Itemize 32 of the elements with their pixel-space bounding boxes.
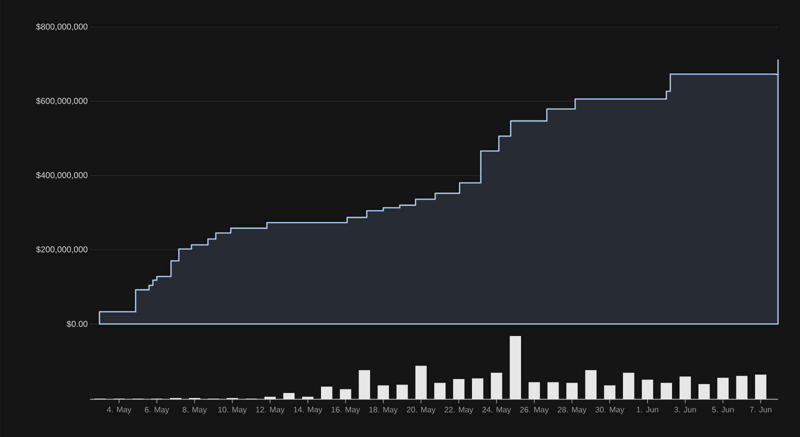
bar (660, 382, 672, 400)
bar (510, 336, 522, 400)
bar (490, 372, 502, 400)
bar (698, 384, 710, 400)
bar (566, 382, 578, 400)
bar (585, 370, 597, 400)
bar (680, 376, 691, 400)
bar (528, 382, 540, 400)
bar (283, 392, 295, 400)
y-tick-label: $600,000,000 (36, 98, 88, 105)
bar (340, 389, 352, 400)
y-tick-label: $400,000,000 (36, 172, 88, 180)
bar (472, 378, 484, 400)
bar (642, 380, 654, 400)
y-tick-label: $200,000,000 (36, 246, 88, 254)
bar (434, 382, 446, 400)
bar (453, 379, 464, 400)
bar (547, 382, 559, 400)
bar (321, 386, 332, 400)
bar (264, 396, 276, 400)
bar (717, 378, 729, 400)
bar (604, 385, 616, 400)
bar (358, 370, 370, 400)
y-tick-label: $800,000,000 (36, 23, 88, 31)
bar (622, 372, 634, 400)
y-tick-label: $0.00 (66, 320, 88, 328)
bar (378, 385, 389, 400)
bar (736, 376, 748, 400)
bar (302, 396, 314, 400)
bar (415, 366, 427, 400)
bar (396, 384, 408, 400)
bar (755, 374, 766, 400)
